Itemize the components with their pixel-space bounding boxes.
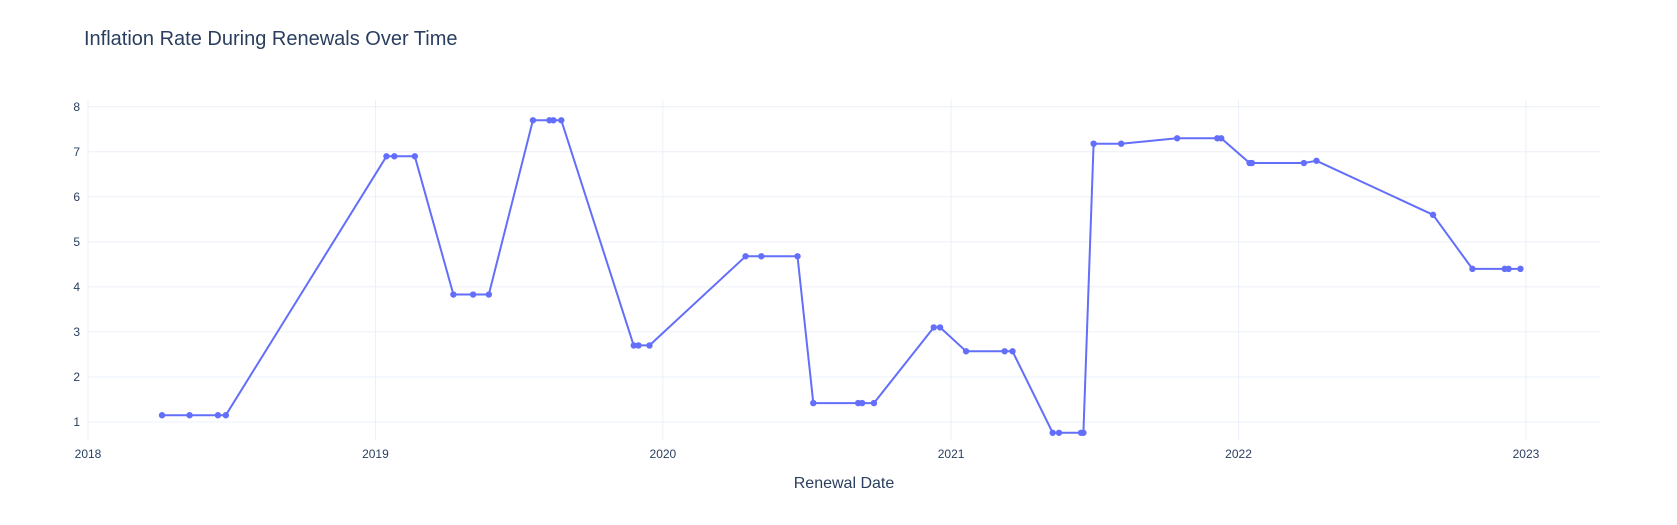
data-point [186, 412, 193, 419]
y-tick-label: 3 [73, 325, 80, 339]
data-point [794, 253, 801, 260]
chart-title: Inflation Rate During Renewals Over Time [84, 28, 458, 50]
data-point [870, 399, 878, 407]
data-point [558, 117, 565, 124]
data-point [469, 291, 477, 298]
x-tick-label: 2018 [75, 447, 102, 461]
data-point [529, 117, 537, 124]
y-tick-label: 4 [73, 280, 80, 294]
data-point [550, 117, 557, 124]
series-line [162, 119, 1521, 434]
y-tick-label: 2 [73, 370, 80, 384]
data-point [630, 342, 637, 349]
y-tick-label: 5 [73, 235, 80, 249]
data-point [1313, 157, 1320, 164]
y-tick-label: 6 [73, 190, 80, 204]
data-point [1001, 348, 1008, 355]
data-point [485, 291, 493, 298]
data-point [1118, 140, 1125, 147]
data-point [214, 412, 222, 419]
data-point [930, 324, 937, 331]
x-tick-label: 2023 [1513, 447, 1540, 461]
x-tick-label: 2021 [938, 447, 965, 461]
data-point [962, 348, 970, 355]
data-point [222, 412, 230, 419]
data-point [450, 291, 457, 298]
data-point [1218, 135, 1225, 142]
data-point [1173, 135, 1181, 142]
data-point [1505, 265, 1512, 273]
data-point [1300, 159, 1308, 167]
x-tick-label: 2019 [362, 447, 389, 461]
y-tick-label: 1 [73, 415, 80, 429]
data-point [1517, 265, 1524, 273]
data-point [391, 153, 398, 160]
y-tick-label: 8 [73, 100, 80, 114]
data-point [936, 324, 944, 331]
data-point [646, 342, 653, 349]
x-tick-label: 2022 [1225, 447, 1252, 461]
x-tick-label: 2020 [650, 447, 677, 461]
y-tick-label: 7 [73, 145, 80, 159]
data-point [1055, 429, 1063, 436]
data-point [810, 399, 817, 407]
data-point [411, 153, 419, 160]
data-point [1049, 429, 1056, 436]
data-point [635, 342, 642, 349]
data-point [1080, 429, 1087, 436]
data-point [1009, 348, 1016, 355]
data-point [758, 253, 765, 260]
data-point [1090, 140, 1097, 147]
x-axis-title: Renewal Date [794, 475, 895, 492]
data-point [158, 412, 166, 419]
data-point [858, 399, 866, 407]
data-point [1429, 211, 1437, 219]
data-point [742, 253, 749, 260]
data-point [1248, 159, 1256, 167]
data-point [383, 153, 390, 160]
data-point [1469, 265, 1476, 273]
